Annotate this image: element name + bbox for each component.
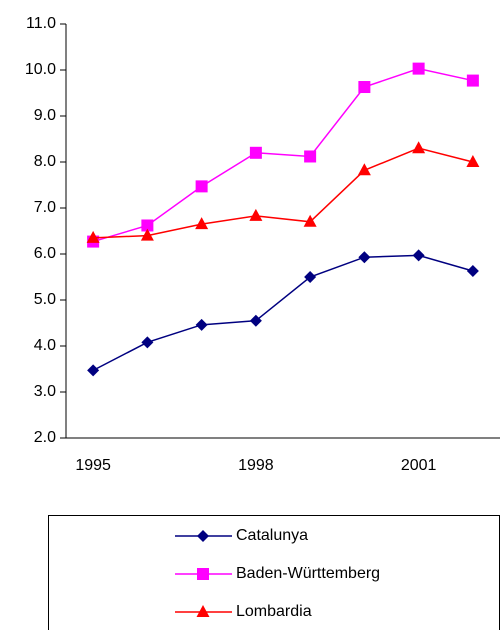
y-tick-label: 9.0 bbox=[34, 107, 56, 124]
marker bbox=[358, 81, 371, 94]
marker bbox=[141, 219, 154, 232]
y-tick-label: 2.0 bbox=[34, 429, 56, 446]
marker bbox=[195, 318, 208, 331]
legend-label: Lombardia bbox=[236, 603, 312, 620]
marker bbox=[412, 249, 425, 262]
marker bbox=[195, 217, 209, 230]
x-tick-label: 2001 bbox=[401, 457, 437, 474]
marker bbox=[466, 155, 480, 167]
legend-label: Catalunya bbox=[236, 527, 308, 544]
y-tick-label: 7.0 bbox=[34, 199, 56, 216]
marker bbox=[412, 62, 425, 75]
marker bbox=[412, 141, 426, 154]
series-line bbox=[92, 67, 474, 243]
marker bbox=[195, 180, 208, 193]
y-tick-label: 3.0 bbox=[34, 383, 56, 400]
marker bbox=[304, 150, 317, 163]
marker bbox=[304, 271, 317, 283]
y-tick-label: 4.0 bbox=[34, 337, 56, 354]
x-tick-label: 1998 bbox=[238, 457, 274, 474]
legend-label: Baden-Württemberg bbox=[236, 565, 380, 582]
y-tick-label: 8.0 bbox=[34, 153, 56, 170]
marker bbox=[358, 251, 371, 264]
marker bbox=[303, 214, 317, 227]
y-tick-label: 10.0 bbox=[25, 61, 56, 78]
marker bbox=[196, 605, 210, 617]
legend-box bbox=[48, 515, 500, 635]
x-tick-label: 1995 bbox=[75, 457, 111, 474]
marker bbox=[140, 228, 154, 241]
marker bbox=[197, 568, 209, 580]
marker bbox=[86, 230, 100, 243]
y-tick-label: 6.0 bbox=[34, 245, 56, 262]
marker bbox=[249, 146, 262, 159]
series-line bbox=[93, 147, 474, 239]
marker bbox=[87, 364, 100, 377]
marker bbox=[249, 208, 263, 221]
marker bbox=[466, 265, 479, 278]
marker bbox=[249, 314, 262, 327]
y-tick-label: 5.0 bbox=[34, 291, 56, 308]
series-line bbox=[92, 254, 474, 372]
marker bbox=[466, 74, 479, 87]
marker bbox=[357, 163, 371, 176]
marker bbox=[141, 336, 154, 349]
y-tick-label: 11.0 bbox=[26, 15, 56, 32]
marker bbox=[197, 530, 209, 542]
